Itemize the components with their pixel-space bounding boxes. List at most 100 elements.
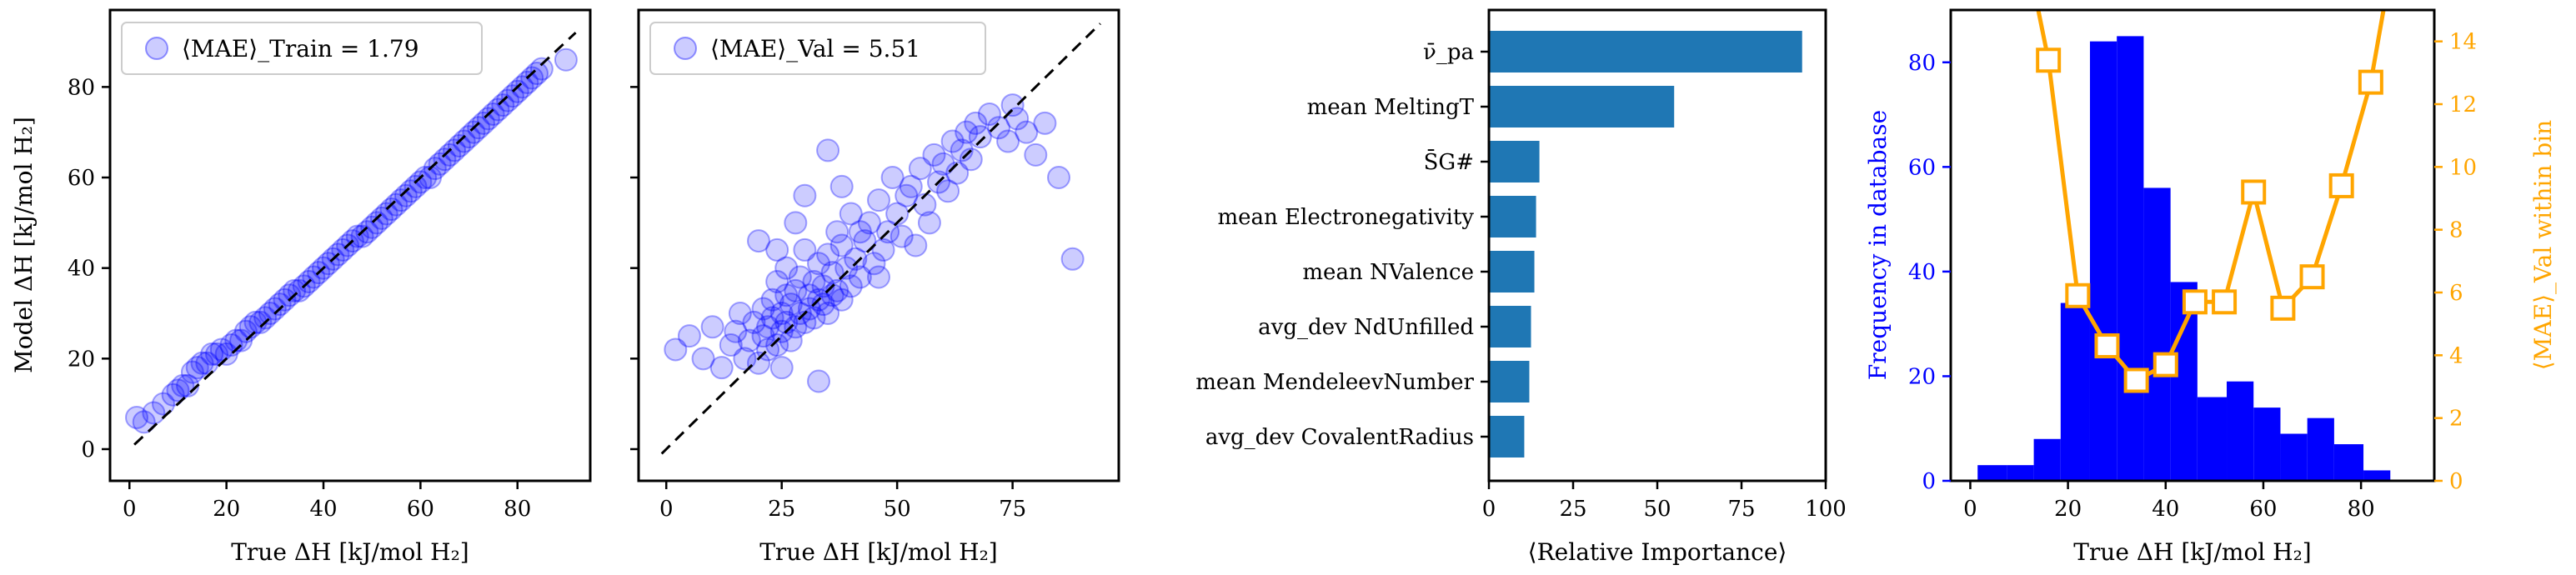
histogram-bar [2033,438,2061,481]
importance-bar [1489,361,1530,402]
data-point [209,338,233,362]
data-point [379,198,403,222]
val-points [664,93,1085,393]
data-point [142,401,166,425]
data-point [413,166,438,190]
val-legend-marker [674,37,697,60]
data-point [899,174,923,198]
importance-axes-frame [1487,8,1827,482]
data-point [871,238,895,262]
histogram-bar [1977,465,2007,481]
feature-label: avg_dev CovalentRadius [1205,425,1474,450]
data-point [520,66,544,90]
data-point [1005,107,1030,131]
data-point [423,157,447,181]
data-point [797,283,821,308]
data-point [171,373,195,398]
data-point [802,306,826,330]
data-point [820,261,844,285]
data-point [486,98,510,122]
mae-y2-axis-label: ⟨MAE⟩_Val within bin [2529,120,2557,370]
histogram-bar [2253,408,2281,481]
data-point [273,288,297,312]
data-point [751,324,775,348]
val-axes-frame [637,8,1120,482]
data-point [161,382,185,407]
data-point [438,142,462,167]
data-point [214,342,238,366]
data-point [807,252,830,276]
data-point [384,192,408,217]
data-point [205,342,228,366]
val-x-axis-label: True ΔH [kJ/mol H₂] [759,538,997,566]
data-point [510,75,534,99]
data-point [816,242,840,267]
val-identity-line [660,22,1101,455]
mae-marker [2153,352,2178,378]
data-point [1047,166,1070,190]
data-point [185,356,209,380]
data-point [848,220,872,244]
data-point [398,179,423,203]
train-legend-box [121,22,483,75]
data-point [505,79,529,103]
data-point [922,142,946,167]
panel-train-scatter: 0 20 40 60 80 0 20 40 60 80 ⟨MAE⟩_Train = 1.79 T… [10,8,592,566]
data-point [955,120,979,144]
train-y-ticks: 0 20 40 60 80 [68,75,110,462]
histogram-bar [2333,444,2364,481]
x-tick-label: 80 [2348,497,2375,522]
histogram-bar [2170,282,2198,481]
data-point [476,107,500,131]
val-legend: ⟨MAE⟩_Val = 5.51 [649,22,986,75]
data-point [1060,247,1085,271]
y-tick-label: 80 [68,75,95,100]
data-point [756,315,780,339]
data-point [1000,93,1025,118]
data-point [229,328,253,352]
data-point [867,188,890,212]
train-legend-text: ⟨MAE⟩_Train = 1.79 [182,35,419,62]
data-point [677,324,701,348]
data-point [500,84,524,108]
data-point [481,102,505,126]
histogram-bar [2089,41,2117,481]
histogram-bar [2363,470,2391,481]
data-point [857,211,881,235]
data-point [496,88,520,112]
y2-tick-label: 6 [2449,281,2463,306]
x-tick-label: 25 [1559,497,1586,522]
data-point [779,292,803,317]
x-tick-label: 0 [1963,497,1977,522]
histogram-bar [2060,302,2090,481]
data-point [709,356,734,380]
data-point [724,319,748,343]
mae-marker [2065,282,2091,308]
data-point [248,310,273,334]
data-point [1015,120,1039,144]
data-point [774,283,799,308]
data-point [788,265,812,289]
val-y-ticks [630,86,639,451]
data-point [867,265,890,289]
x-tick-label: 75 [999,497,1026,522]
data-point [472,111,495,135]
histogram-bar [2007,465,2034,481]
histogram-x-axis-label: True ΔH [kJ/mol H₂] [2073,538,2311,566]
data-point [733,347,757,371]
y-tick-label: 60 [1908,155,1936,180]
data-point [447,133,471,158]
data-point [195,351,219,375]
importance-bar [1489,196,1536,238]
y2-tick-label: 2 [2449,407,2463,432]
y-tick-label: 0 [81,438,95,462]
data-point [769,356,794,380]
x-tick-label: 0 [123,497,137,522]
data-point [769,319,794,343]
data-point [283,278,307,302]
data-point [664,338,688,362]
data-point [987,116,1010,140]
importance-bar [1489,86,1675,128]
data-point [816,138,840,162]
histogram-axes-frame [1949,8,2436,482]
